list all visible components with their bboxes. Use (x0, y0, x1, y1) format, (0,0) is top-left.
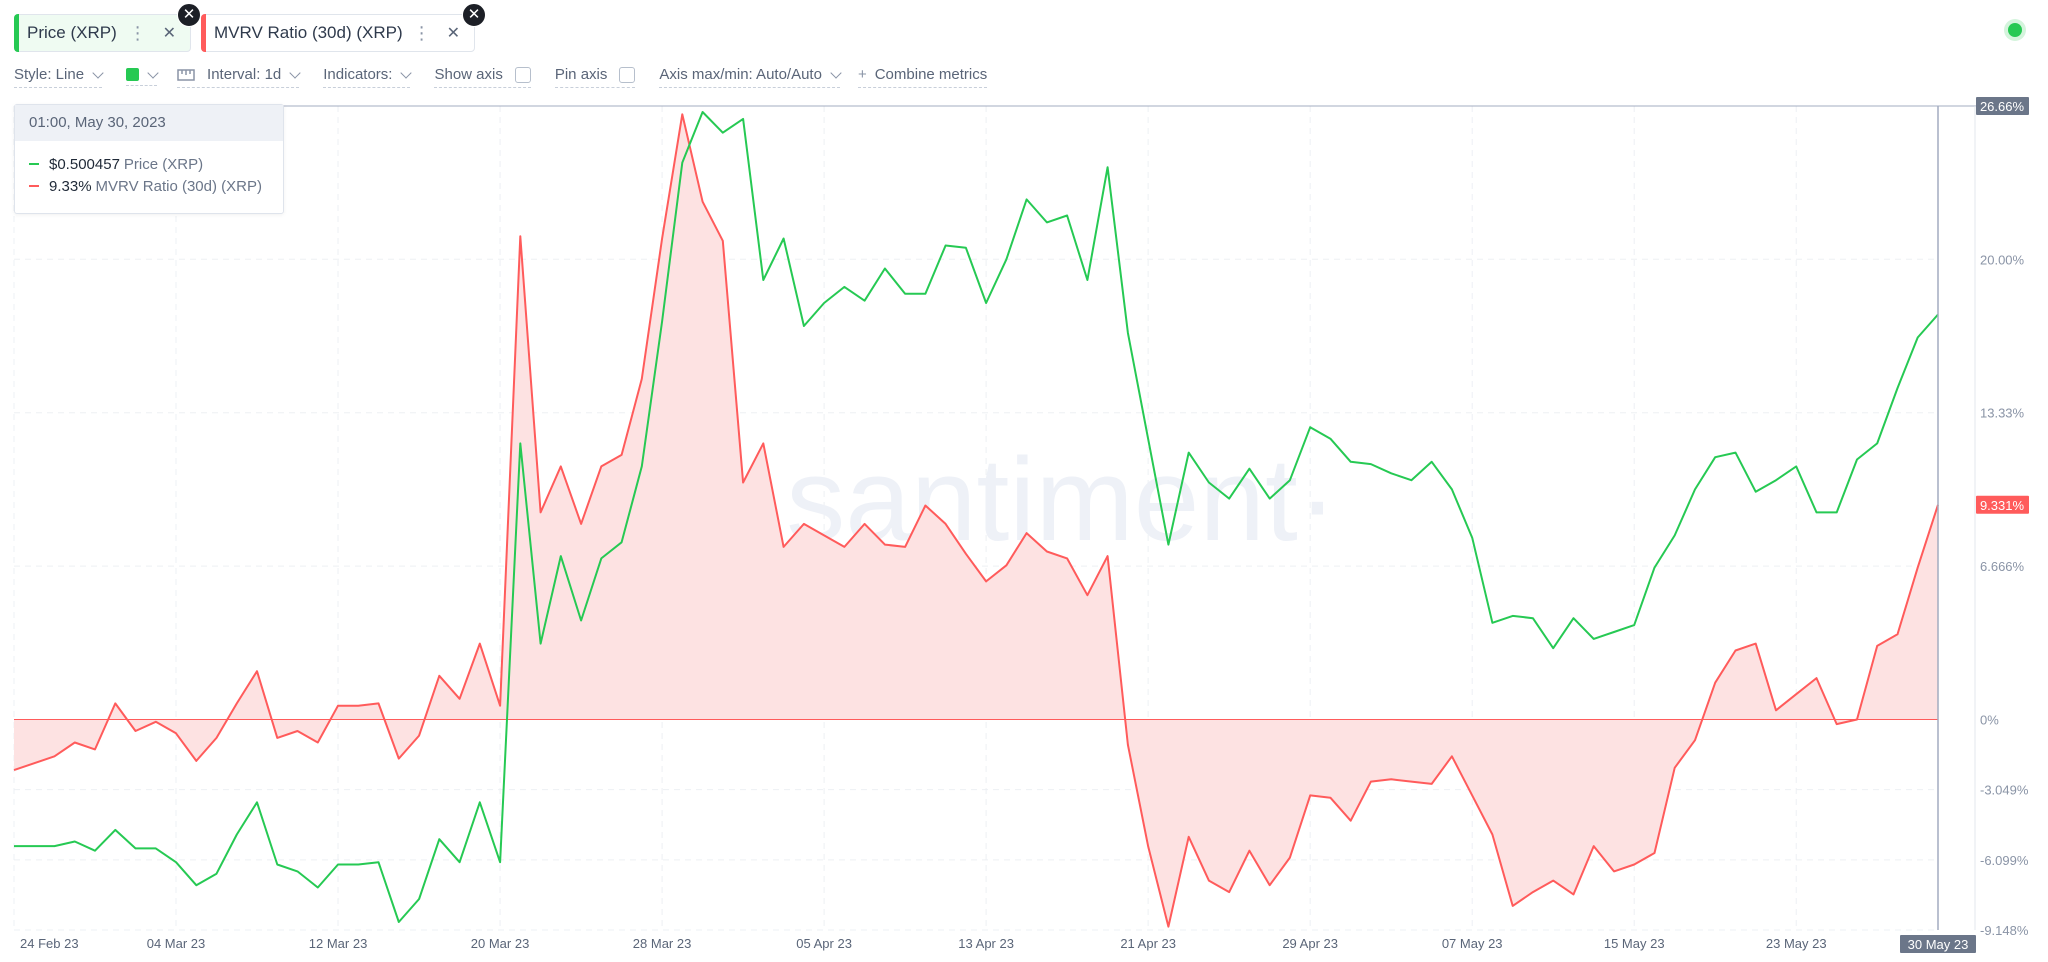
x-axis-labels: 24 Feb 23 04 Mar 23 12 Mar 23 20 Mar 23 28 M… (20, 936, 1827, 951)
axis-maxmin-dropdown[interactable]: Axis max/min: Auto/Auto (659, 66, 842, 88)
close-icon[interactable]: ✕ (162, 25, 176, 42)
x-tick-label: 13 Apr 23 (958, 936, 1014, 951)
tooltip-row-price: $0.500457 Price (XRP) (15, 153, 283, 175)
interval-dropdown[interactable]: Interval: 1d (177, 66, 301, 88)
y-tick-label: -6.099% (1980, 853, 2029, 868)
tooltip-price-value: $0.500457 (49, 155, 120, 173)
y-tick-label: 6.666% (1980, 559, 2025, 574)
close-icon[interactable]: ✕ (446, 25, 460, 42)
santiment-watermark: ·santiment· (747, 434, 1337, 566)
y-tick-label: -3.049% (1980, 783, 2029, 798)
y-tick-label: 13.33% (1980, 406, 2025, 421)
pin-axis-toggle[interactable]: Pin axis (554, 66, 636, 88)
combine-metrics-button[interactable]: + Combine metrics (857, 66, 988, 88)
current-date-badge (1900, 935, 1976, 953)
show-axis-label: Show axis (434, 66, 503, 83)
plus-icon: + (857, 66, 867, 83)
x-tick-label: 24 Feb 23 (20, 936, 79, 951)
ruler-icon (177, 68, 195, 81)
tooltip-price-label: Price (XRP) (123, 155, 204, 173)
x-tick-label: 04 Mar 23 (147, 936, 206, 951)
y-tick-label: -9.148% (1980, 923, 2029, 938)
tab-color-bar (201, 14, 206, 52)
current-mvrv-badge (1976, 495, 2029, 514)
x-tick-label: 05 Apr 23 (796, 936, 852, 951)
y-axis-labels: 20.00% 13.33% 6.666% 0% -3.049% -6.099% -9.148… (1980, 252, 2029, 938)
x-tick-label: 21 Apr 23 (1120, 936, 1176, 951)
axis-badges: 26.66% 9.331% 30 May 23 (1900, 97, 2029, 953)
more-icon[interactable]: ⋮ (128, 22, 147, 43)
current-mvrv-badge-label: 9.331% (1980, 498, 2025, 513)
indicators-dropdown[interactable]: Indicators: (323, 66, 413, 88)
tooltip-date: 01:00, May 30, 2023 (15, 105, 283, 141)
tab-label: Price (XRP) (27, 23, 117, 42)
tab-price-xrp[interactable]: Price (XRP) ⋮ ✕ (14, 14, 191, 52)
mvrv-ratio-line (13, 113, 1939, 928)
x-tick-label: 29 Apr 23 (1282, 936, 1338, 951)
current-date-badge-label: 30 May 23 (1908, 937, 1969, 952)
y-max-badge-label: 26.66% (1980, 99, 2025, 114)
interval-label: Interval: 1d (207, 66, 282, 83)
y-tick-label: 0% (1980, 712, 1999, 727)
combine-label: Combine metrics (874, 66, 988, 83)
x-tick-label: 28 Mar 23 (633, 936, 692, 951)
pin-axis-label: Pin axis (554, 66, 608, 83)
style-label: Style: Line (14, 66, 85, 83)
tooltip-row-mvrv: 9.33% MVRV Ratio (30d) (XRP) (15, 175, 283, 197)
color-picker[interactable] (126, 66, 159, 86)
chart-tooltip: 01:00, May 30, 2023 $0.500457 Price (XRP… (14, 104, 284, 214)
x-tick-label: 07 May 23 (1442, 936, 1503, 951)
show-axis-toggle[interactable]: Show axis (434, 66, 531, 88)
color-swatch (126, 68, 140, 81)
tab-mvrv-ratio[interactable]: MVRV Ratio (30d) (XRP) ⋮ ✕ (201, 14, 475, 52)
live-status-dot (2008, 23, 2022, 37)
legend-dash (29, 185, 39, 187)
x-tick-label: 15 May 23 (1604, 936, 1665, 951)
axis-maxmin-label: Axis max/min: Auto/Auto (659, 66, 822, 83)
tooltip-mvrv-label: MVRV Ratio (30d) (XRP) (95, 177, 262, 195)
x-tick-label: 23 May 23 (1766, 936, 1827, 951)
tab-label: MVRV Ratio (30d) (XRP) (214, 23, 403, 42)
pin-axis-checkbox[interactable] (619, 66, 636, 83)
tab-color-bar (14, 14, 19, 52)
x-tick-label: 12 Mar 23 (309, 936, 368, 951)
x-tick-label: 20 Mar 23 (471, 936, 530, 951)
show-axis-checkbox[interactable] (514, 66, 531, 83)
y-max-badge (1976, 97, 2029, 115)
price-line (14, 111, 1939, 923)
style-dropdown[interactable]: Style: Line (14, 66, 104, 88)
mvrv-area (14, 114, 1938, 927)
chart-toolbar: Style: Line Interval: 1d Indicators: Sho… (14, 64, 1011, 90)
more-icon[interactable]: ⋮ (412, 22, 431, 43)
legend-dash (29, 163, 39, 165)
remove-metric-icon[interactable]: ✕ (462, 3, 486, 27)
y-tick-label: 20.00% (1980, 252, 2025, 267)
remove-metric-icon[interactable]: ✕ (177, 3, 201, 27)
tooltip-mvrv-value: 9.33% (49, 177, 92, 195)
indicators-label: Indicators: (323, 66, 393, 83)
